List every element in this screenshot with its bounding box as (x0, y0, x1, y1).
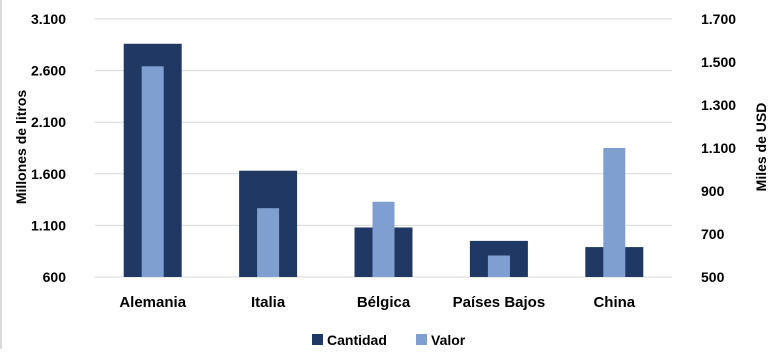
y2-tick-label: 1.300 (701, 97, 736, 113)
y-tick-label: 1.100 (31, 217, 66, 233)
bar-valor (372, 201, 395, 277)
y-axis-title: Millones de litros (13, 90, 29, 205)
y2-axis-title: Miles de USD (753, 103, 769, 192)
y-axis-right: 500 700 900 1.100 1.300 1.500 1.700 (701, 11, 736, 285)
gridlines (95, 18, 672, 278)
legend-swatch-cantidad (312, 334, 323, 345)
y2-tick-label: 1.500 (701, 54, 736, 70)
x-tick-label: Países Bajos (453, 294, 546, 311)
x-tick-label: Bélgica (357, 294, 411, 311)
bar-valor (603, 148, 626, 277)
x-tick-label: Italia (251, 294, 286, 311)
y-tick-label: 1.600 (31, 166, 66, 182)
series-valor (141, 66, 626, 277)
y-tick-label: 600 (43, 269, 67, 285)
y-tick-label: 2.600 (31, 63, 66, 79)
y-axis-left: 600 1.100 1.600 2.100 2.600 3.100 (31, 11, 66, 285)
legend-swatch-valor (416, 334, 427, 345)
x-axis: Alemania Italia Bélgica Países Bajos China (119, 294, 635, 311)
y2-tick-label: 700 (701, 226, 725, 242)
y-tick-label: 2.100 (31, 114, 66, 130)
x-tick-label: China (593, 294, 635, 311)
y2-tick-label: 1.700 (701, 11, 736, 27)
legend-label-cantidad: Cantidad (327, 332, 387, 348)
y-tick-label: 3.100 (31, 11, 66, 27)
bar-valor (487, 255, 510, 277)
y2-tick-label: 900 (701, 183, 725, 199)
legend-label-valor: Valor (431, 332, 466, 348)
bar-valor (141, 66, 164, 277)
legend: Cantidad Valor (312, 332, 466, 348)
x-tick-label: Alemania (119, 294, 186, 311)
y2-tick-label: 500 (701, 269, 725, 285)
y2-tick-label: 1.100 (701, 140, 736, 156)
bar-valor (257, 208, 280, 277)
